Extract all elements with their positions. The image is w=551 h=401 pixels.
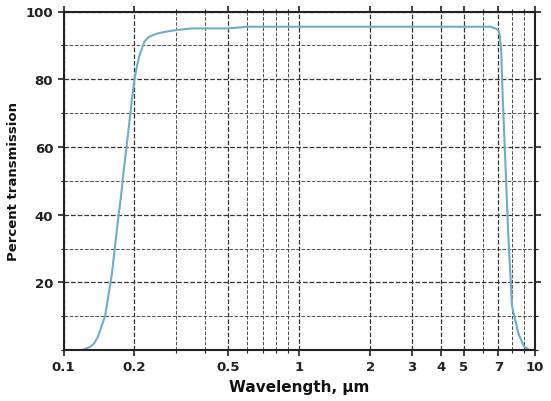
Y-axis label: Percent transmission: Percent transmission <box>7 102 20 261</box>
X-axis label: Wavelength, μm: Wavelength, μm <box>229 379 369 394</box>
